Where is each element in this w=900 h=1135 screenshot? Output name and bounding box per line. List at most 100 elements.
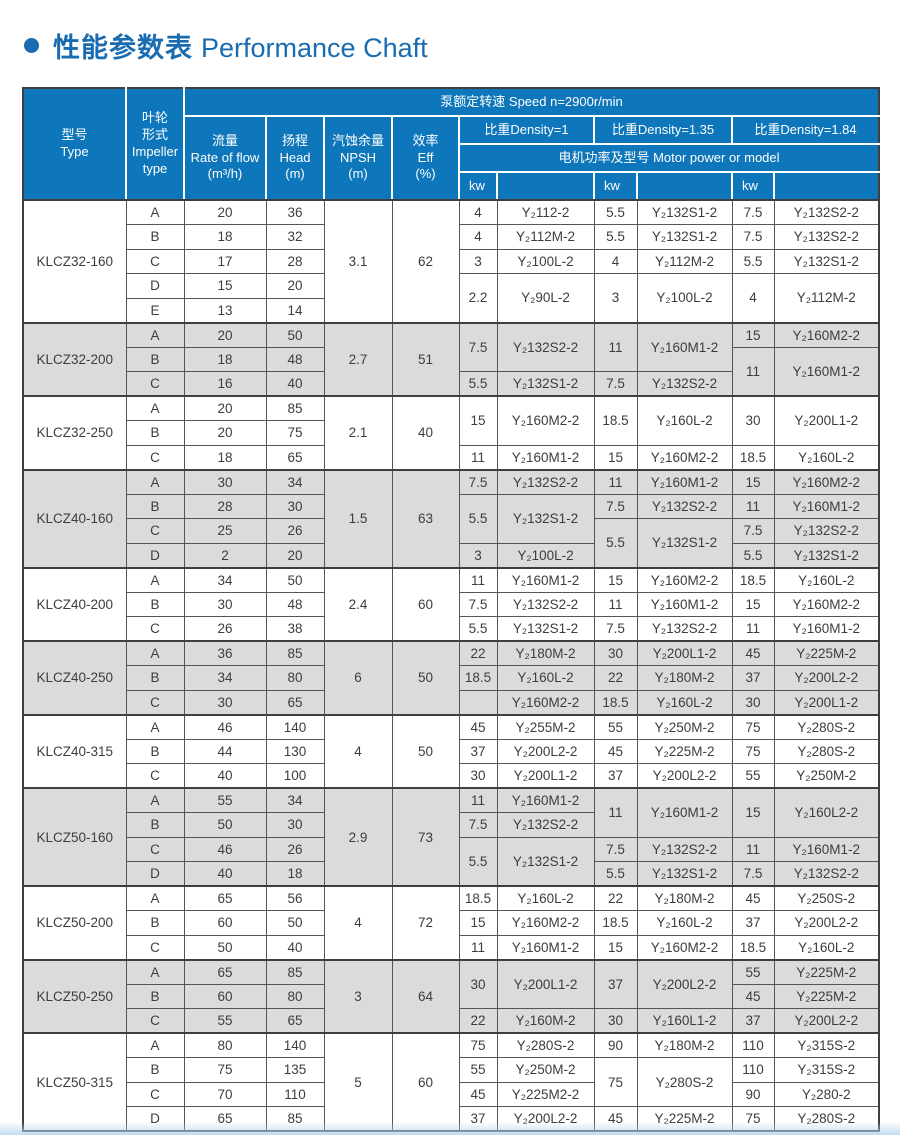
motor-model-cell: Y₂200L2-2 xyxy=(496,738,595,764)
motor-kw-cell: 3 xyxy=(458,542,498,568)
eff-cell: 51 xyxy=(391,321,460,397)
flow-cell: 20 xyxy=(183,420,267,446)
motor-kw-cell: 11 xyxy=(458,787,498,813)
motor-kw-cell: 37 xyxy=(458,738,498,764)
head-cell: 48 xyxy=(265,346,325,372)
npsh-cell: 4 xyxy=(323,713,393,789)
motor-kw-cell: 11 xyxy=(593,321,638,372)
head-cell: 85 xyxy=(265,395,325,421)
model-cell: KLCZ32-200 xyxy=(22,321,127,397)
impeller-cell: B xyxy=(125,665,185,691)
npsh-cell: 3.1 xyxy=(323,199,393,323)
flow-cell: 30 xyxy=(183,468,267,495)
eff-cell: 60 xyxy=(391,1032,460,1132)
motor-model-cell: Y₂112M-2 xyxy=(773,273,880,323)
impeller-cell: C xyxy=(125,763,185,789)
header-motor-power: 电机功率及型号 Motor power or model xyxy=(457,143,881,173)
impeller-cell: A xyxy=(125,958,185,985)
model-cell: KLCZ40-200 xyxy=(22,566,127,642)
motor-kw-cell: 5.5 xyxy=(458,371,498,397)
motor-model-cell: Y₂132S2-2 xyxy=(496,321,595,372)
flow-cell: 26 xyxy=(183,616,267,642)
motor-model-cell: Y₂132S2-2 xyxy=(496,468,595,495)
motor-model-cell: Y₂160L1-2 xyxy=(636,1008,733,1034)
motor-kw-cell: 22 xyxy=(458,1008,498,1034)
motor-kw-cell: 75 xyxy=(593,1057,638,1107)
head-cell: 18 xyxy=(265,861,325,887)
head-cell: 80 xyxy=(265,983,325,1009)
motor-model-cell: Y₂160M1-2 xyxy=(636,787,733,838)
motor-kw-cell: 15 xyxy=(593,566,638,593)
motor-model-cell: Y₂132S1-2 xyxy=(773,542,880,568)
flow-cell: 70 xyxy=(183,1081,267,1107)
motor-kw-cell: 11 xyxy=(731,493,775,519)
motor-model-cell: Y₂160M1-2 xyxy=(773,346,880,397)
impeller-cell: B xyxy=(125,346,185,372)
motor-kw-cell: 37 xyxy=(593,763,638,789)
motor-kw-cell: 5.5 xyxy=(593,199,638,225)
motor-model-cell: Y₂112M-2 xyxy=(496,224,595,250)
flow-cell: 28 xyxy=(183,493,267,519)
motor-model-cell: Y₂160M1-2 xyxy=(773,836,880,862)
motor-model-cell: Y₂132S2-2 xyxy=(773,861,880,887)
motor-kw-cell: 3 xyxy=(458,248,498,274)
motor-model-cell: Y₂132S1-2 xyxy=(496,493,595,544)
npsh-cell: 5 xyxy=(323,1032,393,1132)
flow-cell: 80 xyxy=(183,1032,267,1058)
motor-model-cell: Y₂250M-2 xyxy=(636,713,733,740)
flow-cell: 20 xyxy=(183,395,267,421)
motor-model-cell: Y₂160M1-2 xyxy=(773,493,880,519)
motor-kw-cell: 11 xyxy=(593,591,638,617)
motor-kw-cell: 75 xyxy=(458,1032,498,1058)
flow-cell: 40 xyxy=(183,763,267,789)
npsh-cell: 1.5 xyxy=(323,468,393,568)
motor-model-cell: Y₂160M1-2 xyxy=(636,321,733,372)
motor-kw-cell: 75 xyxy=(731,713,775,740)
motor-kw-cell: 22 xyxy=(593,885,638,911)
flow-cell: 30 xyxy=(183,591,267,617)
motor-kw-cell: 18.5 xyxy=(458,885,498,911)
motor-kw-cell: 30 xyxy=(458,958,498,1009)
motor-kw-cell: 7.5 xyxy=(731,861,775,887)
motor-model-cell: Y₂160M1-2 xyxy=(773,616,880,642)
motor-model-cell: Y₂200L2-2 xyxy=(773,910,880,936)
flow-cell: 20 xyxy=(183,199,267,225)
head-cell: 100 xyxy=(265,763,325,789)
motor-model-cell: Y₂132S2-2 xyxy=(636,371,733,397)
impeller-cell: B xyxy=(125,591,185,617)
header-head: 扬程 Head (m) xyxy=(265,115,325,201)
impeller-cell: C xyxy=(125,689,185,715)
motor-kw-cell: 11 xyxy=(731,346,775,397)
motor-model-cell: Y₂160M2-2 xyxy=(773,321,880,348)
motor-kw-cell: 5.5 xyxy=(458,493,498,544)
table-header: 型号 Type 叶轮 形式 Impeller type 泵额定转速 Speed n=… xyxy=(22,87,881,201)
motor-kw-cell: 15 xyxy=(731,591,775,617)
impeller-cell: D xyxy=(125,542,185,568)
motor-kw-cell: 30 xyxy=(731,395,775,446)
eff-cell: 73 xyxy=(391,787,460,887)
head-cell: 85 xyxy=(265,958,325,985)
model-cell: KLCZ40-250 xyxy=(22,640,127,715)
motor-model-cell: Y₂280S-2 xyxy=(496,1032,595,1058)
impeller-cell: C xyxy=(125,248,185,274)
motor-model-cell: Y₂90L-2 xyxy=(496,273,595,323)
motor-model-cell: Y₂160M2-2 xyxy=(496,689,595,715)
motor-kw-cell xyxy=(458,689,498,715)
motor-kw-cell: 15 xyxy=(458,910,498,936)
impeller-cell: C xyxy=(125,934,185,960)
motor-kw-cell: 110 xyxy=(731,1032,775,1058)
head-cell: 50 xyxy=(265,566,325,593)
flow-cell: 18 xyxy=(183,224,267,250)
motor-model-cell: Y₂132S2-2 xyxy=(773,224,880,250)
motor-model-cell: Y₂160M1-2 xyxy=(496,787,595,813)
npsh-cell: 2.7 xyxy=(323,321,393,397)
flow-cell: 65 xyxy=(183,958,267,985)
motor-model-cell: Y₂132S1-2 xyxy=(636,861,733,887)
motor-kw-cell: 7.5 xyxy=(593,616,638,642)
impeller-cell: B xyxy=(125,493,185,519)
motor-model-cell: Y₂225M-2 xyxy=(636,738,733,764)
motor-kw-cell: 4 xyxy=(458,199,498,225)
head-cell: 32 xyxy=(265,224,325,250)
impeller-cell: B xyxy=(125,812,185,838)
head-cell: 65 xyxy=(265,444,325,470)
